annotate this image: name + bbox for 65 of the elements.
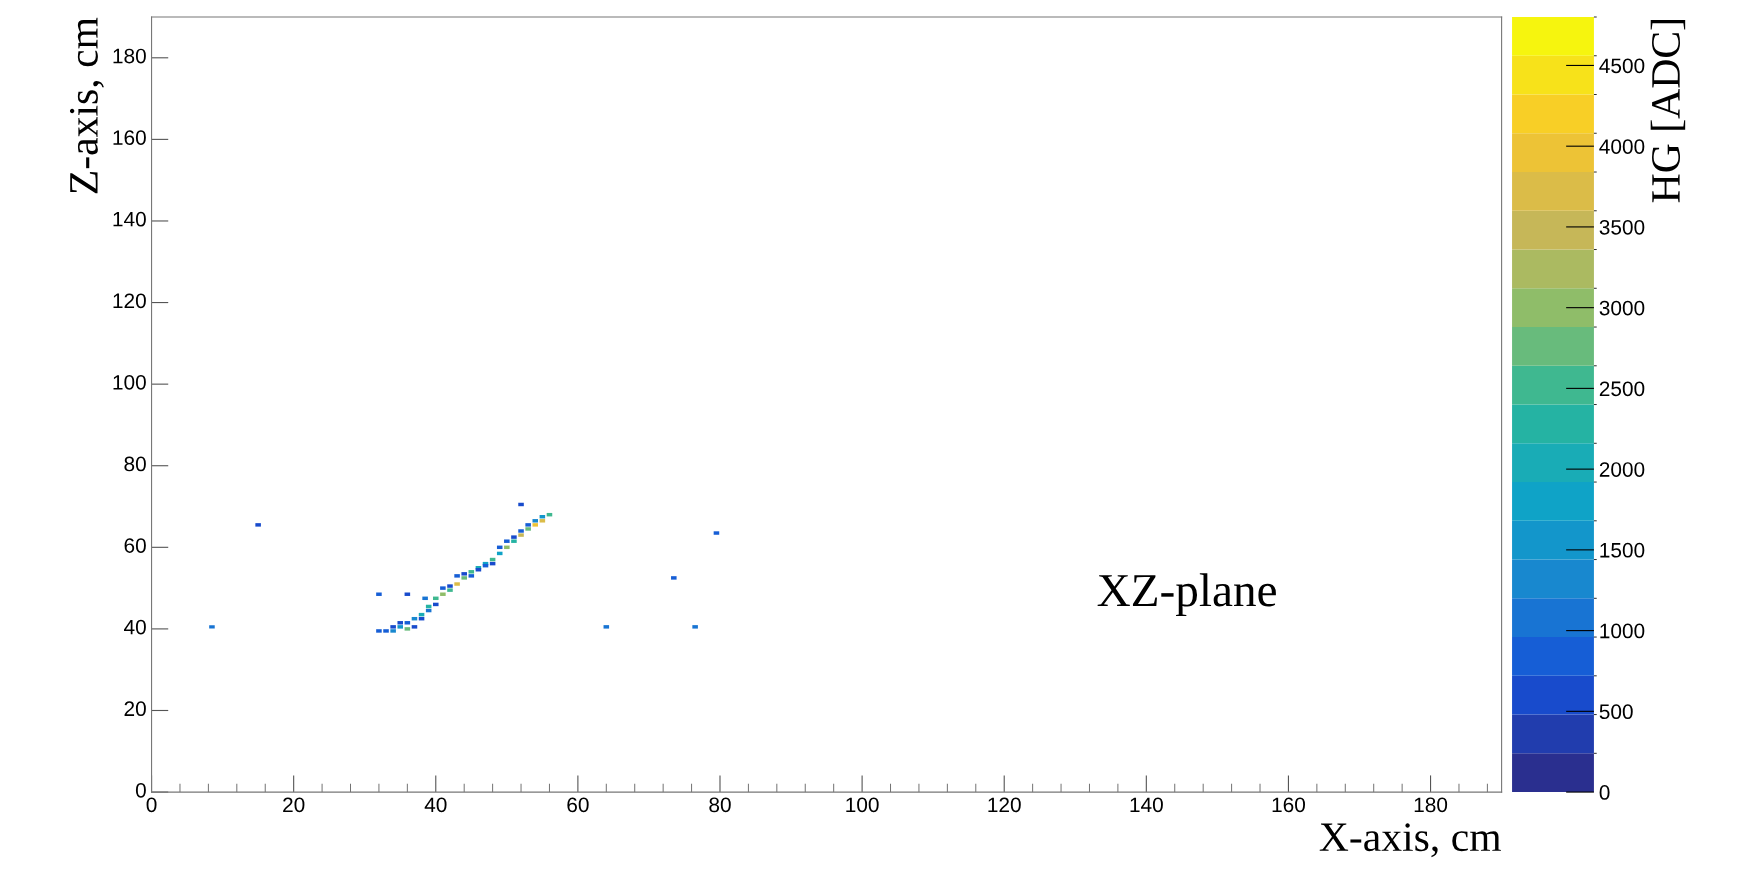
y-axis-title: Z-axis, cm — [69, 17, 104, 194]
y-tick-label: 20 — [124, 701, 146, 717]
x-tick-label: 0 — [146, 797, 157, 813]
y-tick-label: 40 — [124, 619, 146, 635]
x-tick-label: 40 — [424, 797, 447, 813]
point — [525, 523, 531, 527]
point — [671, 576, 677, 580]
color-bar-label: 2000 — [1599, 462, 1645, 477]
point — [447, 584, 453, 588]
color-bar-label: 3000 — [1599, 300, 1645, 316]
color-bar-label: 1000 — [1600, 623, 1645, 639]
point — [518, 533, 524, 537]
color-bar-label: 3500 — [1599, 219, 1645, 235]
point — [511, 539, 517, 543]
y-tick-label: 0 — [135, 782, 146, 798]
y-tick-label: 140 — [113, 211, 146, 227]
y-tick-label: 60 — [124, 538, 146, 553]
point — [440, 592, 446, 596]
y-tick-label: 80 — [124, 456, 146, 472]
color-bar-label: 1500 — [1600, 542, 1645, 558]
point — [383, 629, 389, 633]
y-tick-label: 180 — [113, 48, 146, 64]
x-axis-title: X-axis, cm — [1319, 823, 1501, 858]
point — [692, 625, 698, 629]
point — [461, 576, 467, 580]
y-tick-label: 100 — [113, 374, 146, 390]
point — [504, 545, 510, 550]
x-tick-label: 180 — [1414, 797, 1448, 813]
color-bar-label: 2500 — [1599, 381, 1645, 397]
x-tick-label: 100 — [846, 797, 879, 813]
point — [209, 625, 215, 629]
x-tick-label: 140 — [1130, 797, 1163, 813]
x-tick-label: 120 — [988, 797, 1021, 813]
point — [461, 572, 467, 576]
color-bar-label: 4000 — [1599, 139, 1645, 154]
point — [390, 629, 396, 633]
x-tick-label: 60 — [567, 797, 589, 813]
x-tick-label: 160 — [1272, 797, 1305, 813]
color-bar-label: 0 — [1599, 785, 1610, 800]
annotation: XZ-plane — [1097, 573, 1276, 617]
point — [433, 596, 439, 601]
point — [511, 535, 517, 539]
color-bar-label: 500 — [1599, 704, 1633, 720]
x-tick-label: 80 — [709, 797, 731, 813]
point — [496, 545, 503, 550]
color-bar-label: 4500 — [1599, 58, 1645, 74]
point — [440, 586, 446, 590]
point — [433, 602, 439, 607]
point — [376, 629, 382, 633]
y-tick-label: 120 — [113, 293, 146, 309]
point — [376, 592, 382, 596]
color-bar-title: HG [ADC] — [1650, 20, 1686, 203]
point — [454, 582, 460, 586]
point — [518, 502, 524, 507]
point — [504, 539, 510, 543]
point — [518, 529, 524, 533]
point — [422, 596, 428, 601]
point — [525, 527, 531, 531]
x-tick-label: 20 — [283, 797, 305, 813]
point — [255, 523, 261, 527]
point — [390, 625, 396, 629]
point — [454, 574, 460, 578]
point — [447, 588, 453, 592]
y-tick-label: 160 — [113, 130, 146, 145]
point — [496, 551, 503, 556]
